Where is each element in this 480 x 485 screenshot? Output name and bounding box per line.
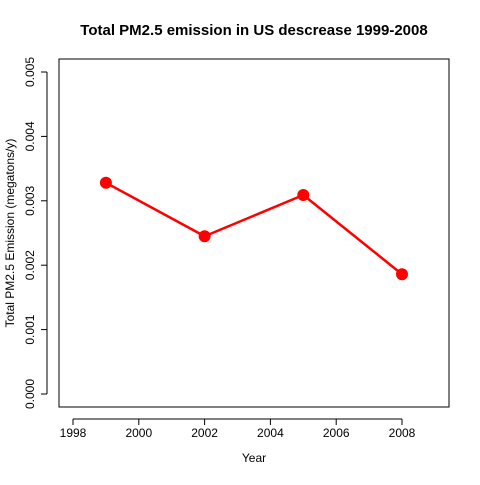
x-tick-label: 2002 — [191, 426, 218, 440]
data-point — [396, 268, 408, 281]
x-tick-label: 1998 — [60, 426, 87, 440]
plot-frame — [58, 58, 450, 408]
series-layer — [99, 176, 408, 281]
series-line — [105, 181, 403, 276]
y-tick-label: 0.002 — [23, 250, 37, 280]
x-tick-label: 2006 — [323, 426, 350, 440]
y-tick-label: 0.000 — [23, 379, 37, 409]
y-tick-label: 0.004 — [23, 121, 37, 151]
data-point — [99, 176, 112, 189]
data-point — [297, 189, 310, 202]
x-tick-label: 2004 — [257, 426, 284, 440]
y-tick-label: 0.001 — [23, 314, 37, 344]
y-tick-label: 0.003 — [23, 185, 37, 215]
y-axis: 0.000 0.001 0.002 0.003 0.004 0.005 — [23, 57, 48, 409]
x-tick-label: 2000 — [125, 426, 152, 440]
y-axis-label: Total PM2.5 Emission (megatons/y) — [3, 139, 17, 328]
y-tick-label: 0.005 — [23, 57, 37, 87]
data-point — [198, 230, 211, 243]
chart-title: Total PM2.5 emission in US descrease 199… — [80, 22, 427, 39]
x-axis: 1998 2000 2002 2004 2006 2008 — [60, 418, 416, 440]
x-tick-label: 2008 — [389, 426, 416, 440]
x-axis-label: Year — [242, 451, 266, 465]
